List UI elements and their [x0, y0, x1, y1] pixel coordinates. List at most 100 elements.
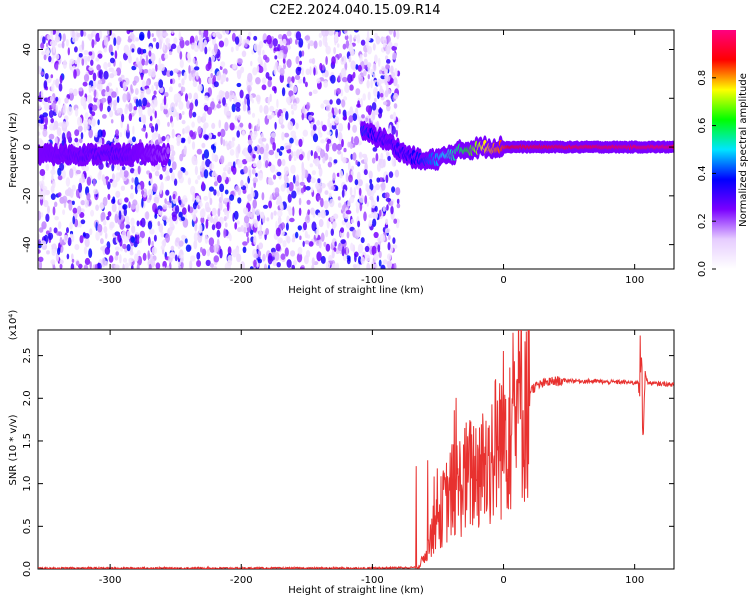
- noise-blob: [360, 39, 366, 46]
- noise-blob: [124, 197, 129, 203]
- noise-blob: [84, 257, 91, 266]
- noise-blob: [203, 30, 209, 38]
- noise-blob: [248, 122, 252, 130]
- noise-blob: [213, 43, 218, 54]
- noise-blob: [158, 79, 164, 88]
- noise-blob: [313, 67, 316, 76]
- noise-blob: [106, 216, 110, 221]
- noise-blob: [338, 53, 342, 58]
- figure-title: C2E2.2024.040.15.09.R14: [269, 3, 440, 18]
- noise-blob: [169, 252, 175, 258]
- noise-blob: [341, 99, 346, 108]
- y-tick-label: 2.0: [22, 390, 33, 406]
- noise-blob: [192, 57, 196, 64]
- noise-blob: [336, 43, 340, 48]
- noise-blob: [280, 253, 286, 260]
- noise-blob: [243, 207, 249, 215]
- noise-blob: [373, 253, 379, 261]
- noise-blob: [337, 196, 341, 201]
- noise-blob: [315, 145, 321, 154]
- noise-blob: [319, 62, 323, 71]
- noise-blob: [178, 31, 181, 40]
- noise-blob: [126, 244, 131, 252]
- noise-blob: [272, 174, 277, 180]
- noise-blob: [157, 133, 161, 143]
- noise-blob: [114, 264, 120, 269]
- noise-blob: [93, 188, 99, 195]
- noise-blob: [337, 202, 342, 208]
- noise-blob: [163, 108, 168, 115]
- noise-blob: [281, 158, 286, 167]
- noise-blob: [62, 195, 68, 204]
- noise-blob: [274, 55, 278, 60]
- noise-blob: [178, 211, 183, 218]
- noise-blob: [344, 84, 350, 93]
- noise-blob: [302, 76, 306, 84]
- noise-blob: [171, 121, 174, 128]
- noise-blob: [309, 66, 312, 76]
- noise-blob: [289, 137, 294, 144]
- noise-blob: [396, 203, 401, 209]
- noise-blob: [355, 64, 359, 70]
- noise-blob: [365, 254, 371, 262]
- noise-blob: [199, 208, 205, 219]
- noise-blob: [43, 54, 47, 61]
- noise-blob: [276, 148, 281, 153]
- noise-blob: [332, 142, 338, 152]
- noise-blob: [100, 238, 104, 245]
- noise-blob: [280, 230, 285, 237]
- noise-blob: [286, 215, 290, 224]
- noise-blob: [320, 209, 326, 219]
- noise-blob: [154, 110, 157, 119]
- noise-blob: [112, 196, 116, 204]
- noise-blob: [77, 116, 83, 127]
- noise-blob: [188, 72, 192, 82]
- noise-blob: [66, 253, 70, 260]
- noise-blob: [334, 241, 337, 247]
- noise-blob: [345, 172, 349, 183]
- noise-blob: [320, 149, 325, 159]
- noise-blob: [294, 74, 301, 80]
- noise-blob: [368, 170, 373, 180]
- noise-blob: [396, 121, 399, 130]
- noise-blob: [79, 138, 83, 144]
- noise-blob: [111, 173, 115, 181]
- noise-blob: [224, 207, 227, 216]
- noise-blob: [347, 73, 353, 84]
- noise-blob: [277, 216, 282, 225]
- colorbar-gradient: [712, 30, 736, 269]
- noise-blob: [46, 250, 50, 255]
- noise-blob: [307, 42, 310, 50]
- noise-blob: [130, 236, 136, 243]
- noise-blob: [253, 43, 259, 52]
- noise-blob: [191, 121, 195, 128]
- noise-blob: [89, 261, 92, 269]
- noise-blob: [213, 189, 217, 196]
- noise-blob: [216, 104, 222, 109]
- noise-blob: [130, 168, 135, 174]
- noise-blob: [380, 264, 386, 269]
- noise-blob: [122, 204, 128, 210]
- noise-blob: [48, 133, 55, 140]
- noise-blob: [253, 235, 257, 245]
- noise-blob: [237, 159, 243, 169]
- noise-blob: [341, 138, 344, 148]
- noise-blob: [239, 122, 244, 128]
- noise-blob: [381, 65, 385, 72]
- noise-blob: [291, 110, 295, 115]
- noise-blob: [162, 32, 169, 37]
- y-tick-label: -20: [22, 188, 33, 204]
- noise-blob: [348, 115, 354, 123]
- noise-blob: [196, 260, 202, 267]
- noise-blob: [347, 161, 351, 171]
- noise-blob: [74, 218, 79, 228]
- noise-blob: [301, 67, 304, 76]
- noise-blob: [180, 216, 185, 222]
- noise-blob: [280, 112, 284, 119]
- noise-blob: [96, 98, 100, 109]
- noise-blob: [133, 169, 139, 177]
- noise-blob: [357, 179, 363, 187]
- noise-blob: [128, 30, 134, 33]
- noise-blob: [177, 170, 183, 180]
- noise-blob: [69, 189, 74, 198]
